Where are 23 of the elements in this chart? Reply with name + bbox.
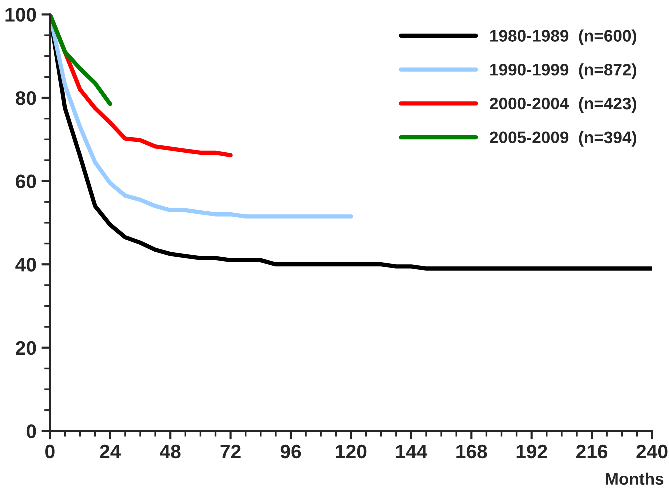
y-tick-label: 20 xyxy=(16,341,36,356)
y-tick-label: 40 xyxy=(16,258,36,272)
y-tick-label: 0 xyxy=(26,424,36,438)
x-tick-label: 24 xyxy=(100,444,122,458)
legend-label: 2005-2009 (n=394) xyxy=(490,131,636,147)
x-tick-label: 120 xyxy=(336,444,367,459)
x-tick-label: 168 xyxy=(456,444,488,459)
x-tick-label: 96 xyxy=(280,444,302,459)
legend-label: 1990-1999 (n=872) xyxy=(490,64,636,80)
y-tick-label: 60 xyxy=(16,174,36,189)
legend-label: 2000-2004 (n=423) xyxy=(490,97,636,113)
legend-label: 1980-1989 (n=600) xyxy=(490,30,636,46)
x-tick-label: 0 xyxy=(46,444,55,459)
y-tick-label: 80 xyxy=(16,91,36,106)
x-tick-label: 48 xyxy=(160,444,181,459)
x-tick-label: 216 xyxy=(576,444,608,459)
x-tick-label: 144 xyxy=(396,445,428,458)
x-tick-label: 72 xyxy=(220,444,241,458)
x-tick-label: 192 xyxy=(516,444,548,459)
x-axis-title: Months xyxy=(606,472,664,486)
x-tick-label: 240 xyxy=(636,444,668,459)
y-tick-label: 100 xyxy=(6,8,36,22)
line-series xyxy=(50,14,112,106)
